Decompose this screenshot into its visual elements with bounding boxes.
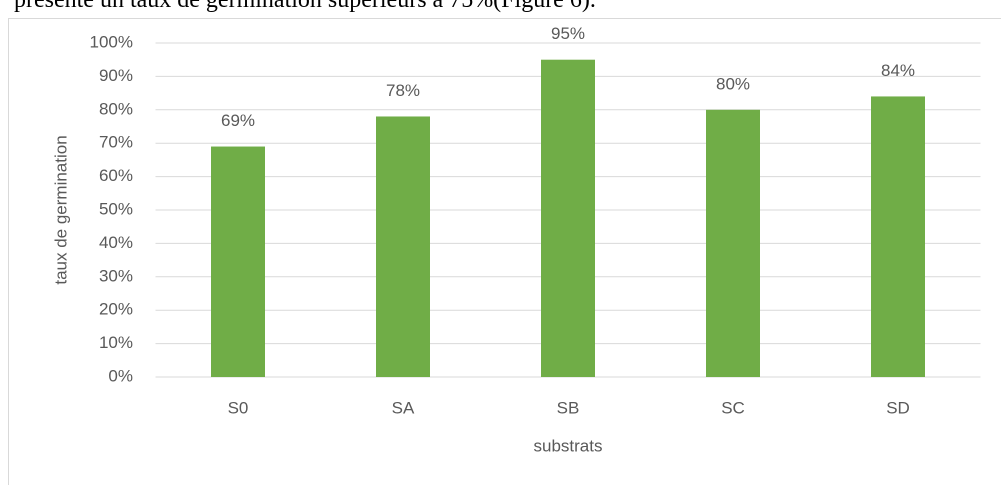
y-tick-label: 30% [99,266,133,285]
x-tick-label: SC [721,398,745,417]
bar [871,96,925,377]
y-tick-label: 20% [99,300,133,319]
y-axis-label: taux de germination [51,135,70,284]
bar [211,146,265,377]
y-tick-label: 50% [99,199,133,218]
data-label: 78% [386,81,420,100]
x-axis-label: substrats [534,436,603,455]
x-tick-label: S0 [228,398,249,417]
y-tick-label: 40% [99,233,133,252]
bar [541,59,595,377]
data-label: 95% [551,24,585,43]
x-tick-label: SD [886,398,910,417]
chart-border [8,18,1001,485]
y-tick-label: 10% [99,333,133,352]
bar [706,109,760,378]
x-tick-label: SA [392,398,415,417]
data-label: 80% [716,74,750,93]
y-tick-label: 0% [108,366,133,385]
data-label: 69% [221,111,255,130]
y-tick-label: 80% [99,99,133,118]
bar [376,116,430,377]
x-tick-label: SB [557,398,580,417]
paragraph: présente un taux de germination supérieu… [14,0,596,13]
y-tick-label: 60% [99,166,133,185]
y-tick-label: 90% [99,66,133,85]
y-tick-label: 70% [99,133,133,152]
y-tick-label: 100% [90,32,133,51]
data-label: 84% [881,61,915,80]
